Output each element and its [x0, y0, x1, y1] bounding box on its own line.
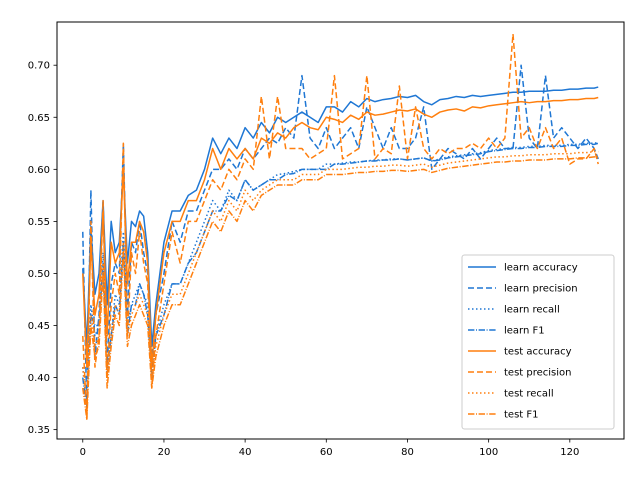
y-tick-label: 0.50	[28, 269, 50, 280]
series-line-learn-F1	[82, 142, 599, 410]
legend-label: learn recall	[504, 305, 560, 316]
legend: learn accuracy learn precision learn recal…	[461, 254, 615, 430]
x-tick-label: 0	[80, 447, 86, 458]
series-layer	[82, 33, 599, 420]
series-line-learn-recall	[82, 141, 599, 410]
legend-label: test precision	[504, 368, 572, 379]
legend-box	[461, 254, 615, 430]
legend-label: test recall	[504, 389, 554, 400]
plot-frame	[56, 21, 625, 440]
legend-label: learn precision	[504, 284, 578, 295]
legend-label: test accuracy	[504, 347, 572, 358]
series-line-test-recall	[82, 150, 599, 410]
y-axis: 0.35 0.40 0.45 0.50 0.55 0.60 0.65 0.70	[28, 61, 57, 436]
x-tick-label: 60	[320, 447, 333, 458]
series-line-learn-accuracy	[82, 86, 599, 348]
x-tick-label: 120	[560, 447, 579, 458]
series-line-test-F1	[82, 156, 599, 420]
y-tick-label: 0.40	[28, 373, 50, 384]
y-tick-label: 0.55	[28, 217, 50, 228]
series-line-learn-precision	[82, 64, 599, 410]
series-line-test-accuracy	[82, 96, 599, 368]
legend-label: test F1	[504, 410, 539, 421]
y-tick-label: 0.70	[28, 61, 50, 72]
x-tick-label: 80	[401, 447, 414, 458]
y-tick-label: 0.45	[28, 321, 50, 332]
x-axis: 0 20 40 60 80 100 120	[80, 439, 579, 458]
y-tick-label: 0.65	[28, 113, 50, 124]
legend-label: learn F1	[504, 326, 545, 337]
y-tick-label: 0.60	[28, 165, 50, 176]
x-tick-label: 20	[158, 447, 171, 458]
series-line-test-precision	[82, 33, 599, 420]
x-tick-label: 40	[239, 447, 252, 458]
legend-label: learn accuracy	[504, 263, 578, 274]
x-tick-label: 100	[479, 447, 498, 458]
y-tick-label: 0.35	[28, 425, 50, 436]
